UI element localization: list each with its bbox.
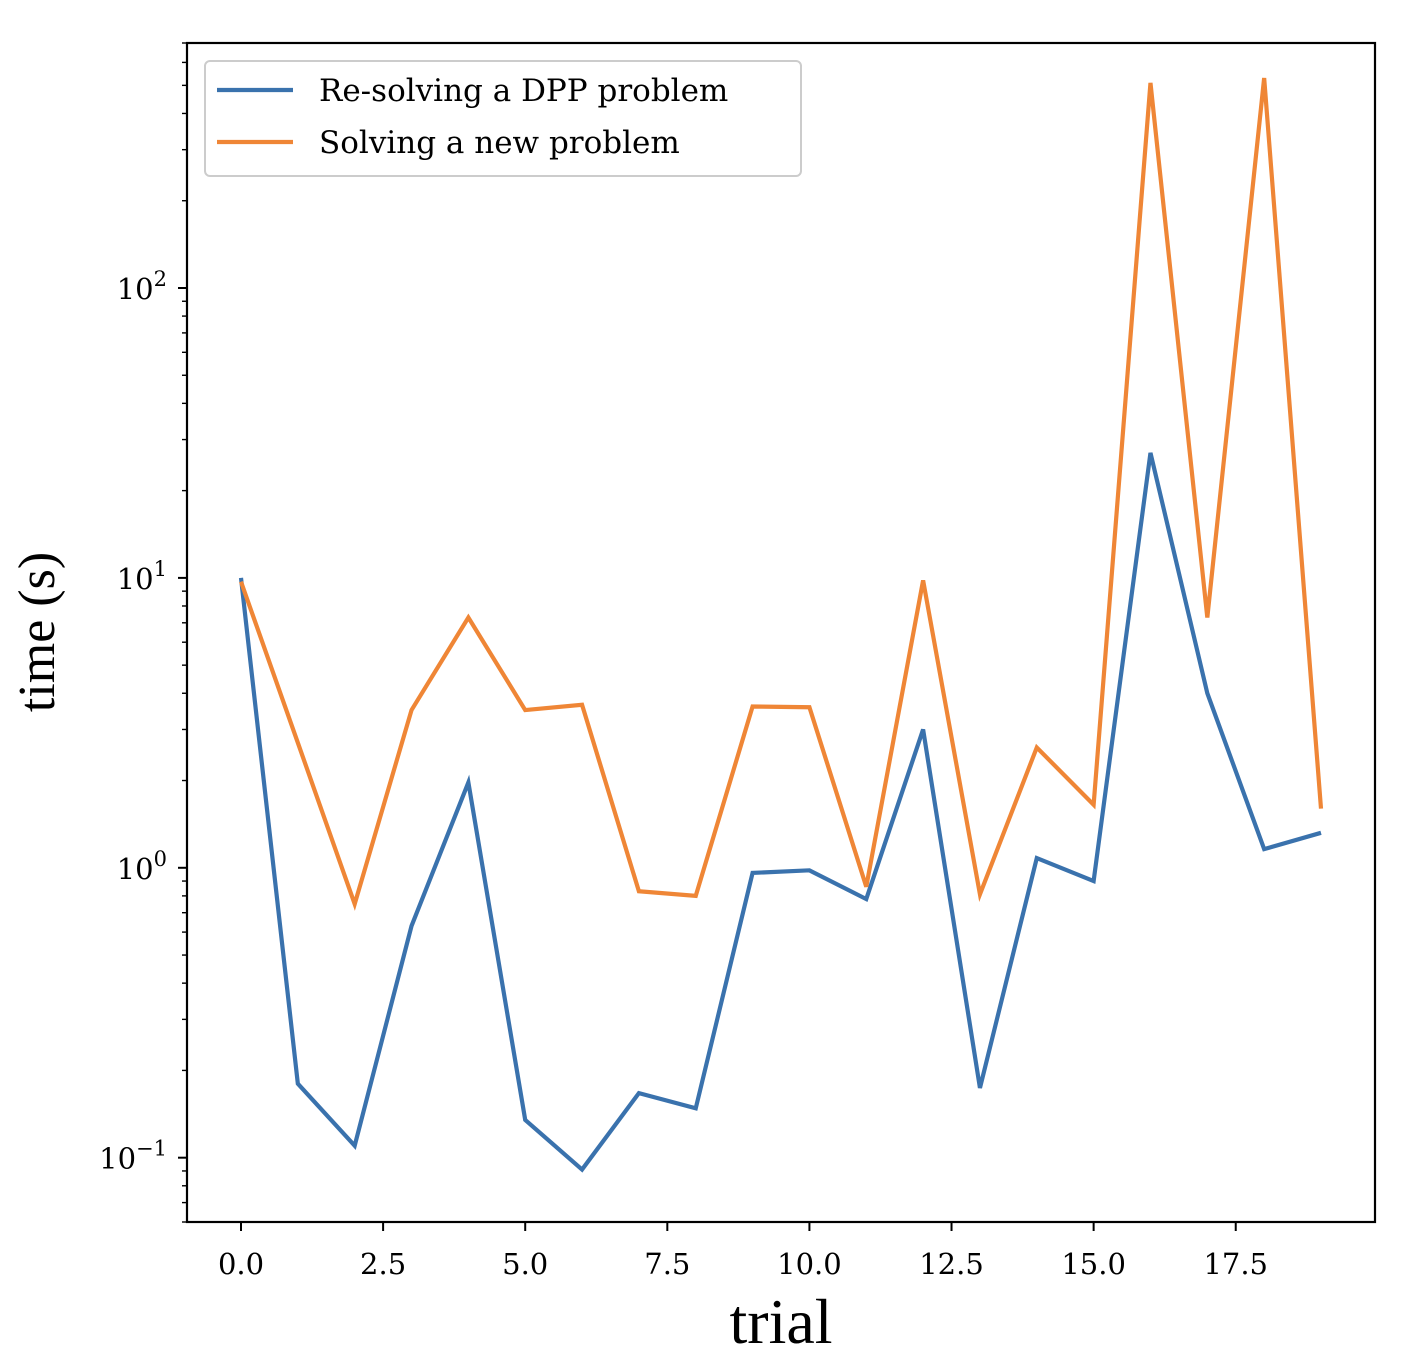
x-tick-label: 2.5 [360,1247,406,1281]
legend-label-1: Re-solving a DPP problem [319,73,728,109]
y-tick-label: 101 [117,557,167,596]
series-line-1 [238,452,1322,1173]
legend-label-2: Solving a new problem [319,125,680,161]
x-tick-label: 0.0 [218,1247,264,1281]
x-tick-label: 17.5 [1203,1247,1268,1281]
series-lines [238,77,1324,1173]
legend-box [204,60,802,177]
axis-ticks: 0.0 2.5 5.0 7.5 10.0 12.5 15.0 17.5 10−1 100 101 10… [99,42,1268,1281]
y-axis-title: time (s) [9,552,66,712]
plot-area-frame [185,41,1377,1224]
y-tick-label: 10−1 [99,1137,167,1176]
x-axis-title: trial [729,1286,832,1357]
x-tick-label: 10.0 [777,1247,842,1281]
x-tick-label: 7.5 [644,1247,690,1281]
y-tick-label: 102 [117,267,167,306]
legend: Re-solving a DPP problem Solving a new pr… [204,60,802,177]
y-tick-label: 100 [117,847,167,886]
series-line-2 [239,77,1324,911]
x-tick-label: 5.0 [502,1247,548,1281]
x-tick-label: 12.5 [919,1247,984,1281]
x-tick-label: 15.0 [1061,1247,1126,1281]
